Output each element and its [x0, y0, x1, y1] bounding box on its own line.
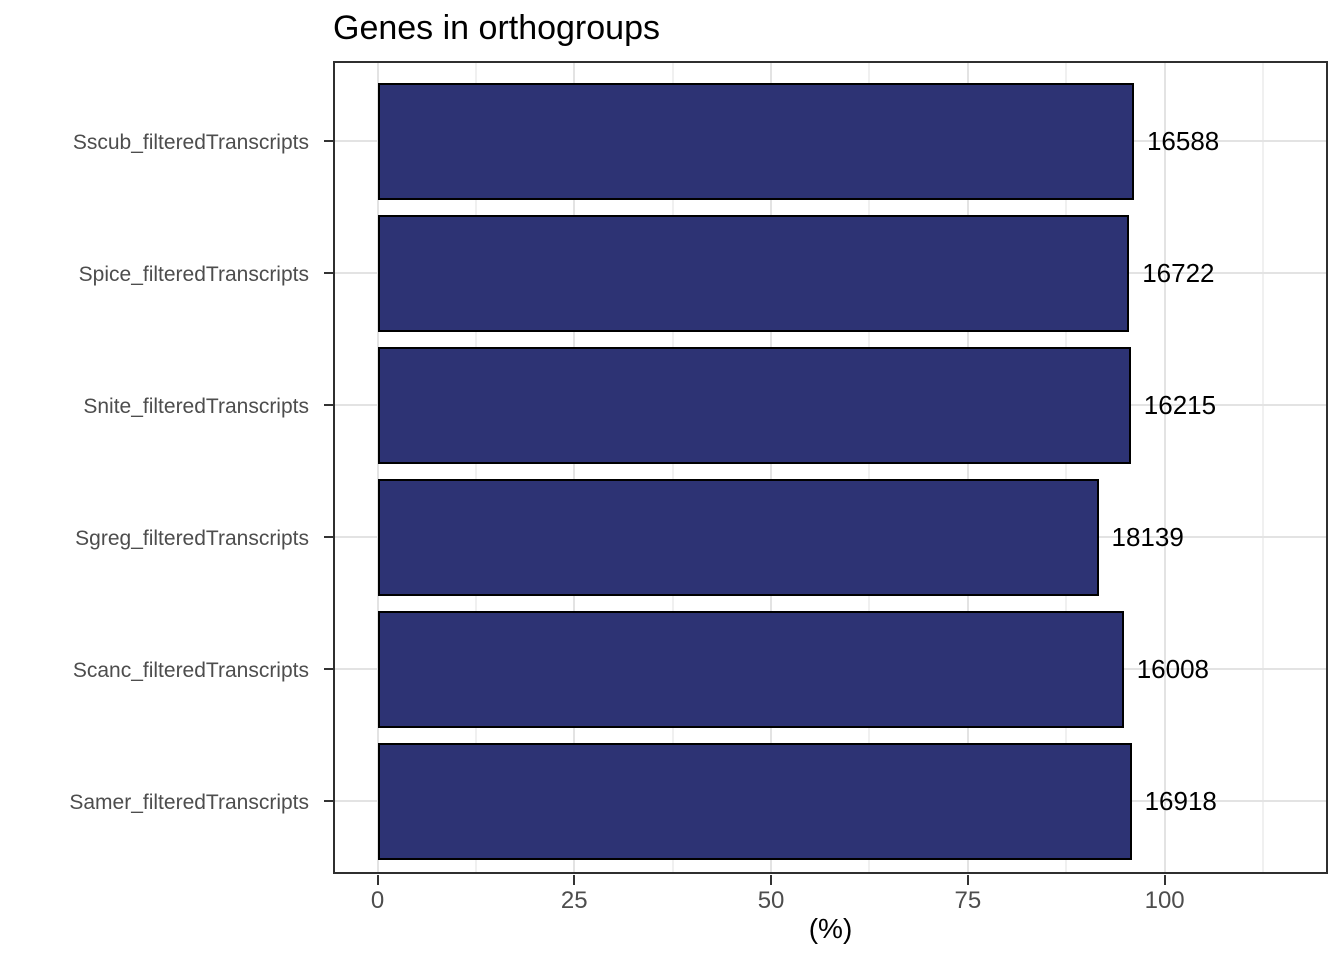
x-axis-title: (%): [808, 913, 853, 944]
y-tick-mark: [324, 800, 333, 802]
x-axis-tick-label: 0: [370, 887, 385, 914]
minor-gridline: [1065, 63, 1068, 872]
bar: [377, 214, 1130, 332]
bar: [377, 742, 1132, 860]
y-axis-label: Scanc_filteredTranscripts: [72, 659, 309, 682]
x-tick-mark: [573, 875, 576, 885]
y-axis-label: Snite_filteredTranscripts: [83, 395, 309, 418]
x-axis-tick-label: 75: [954, 887, 982, 914]
bar: [377, 346, 1131, 464]
y-axis-label: Spice_filteredTranscripts: [78, 263, 309, 286]
bar: [377, 610, 1124, 728]
y-axis: Sscub_filteredTranscripts Spice_filteredT…: [0, 61, 333, 874]
y-axis-label: Samer_filteredTranscripts: [69, 791, 309, 814]
y-tick-mark: [324, 536, 333, 538]
bar-value-label: 16215: [1143, 390, 1217, 420]
bar-value-label: 16588: [1146, 126, 1220, 156]
x-axis: 0 25 50 75 100: [333, 874, 1328, 934]
bar-value-label: 18139: [1111, 522, 1184, 552]
y-axis-label: Sscub_filteredTranscripts: [72, 131, 309, 154]
x-tick-mark: [1163, 875, 1166, 885]
x-axis-tick-label: 50: [757, 887, 785, 914]
major-gridline: [376, 63, 379, 872]
bar: [377, 82, 1134, 200]
y-tick-mark: [324, 404, 333, 406]
y-tick-mark: [324, 140, 333, 142]
chart-title: Genes in orthogroups: [333, 9, 660, 47]
major-gridline: [573, 63, 576, 872]
major-gridline: [770, 63, 773, 872]
y-tick-mark: [324, 272, 333, 274]
x-tick-mark: [966, 875, 969, 885]
x-axis-tick-label: 25: [560, 887, 588, 914]
x-tick-mark: [376, 875, 379, 885]
y-axis-label: Sgreg_filteredTranscripts: [75, 527, 309, 550]
x-axis-tick-label: 100: [1144, 887, 1185, 914]
bar: [377, 478, 1099, 596]
minor-gridline: [474, 63, 477, 872]
minor-gridline: [868, 63, 871, 872]
x-tick-mark: [770, 875, 773, 885]
plot-panel: 16588 16722 16215 18139 16008 16918: [333, 61, 1328, 874]
minor-gridline: [1262, 63, 1265, 872]
y-tick-mark: [324, 668, 333, 670]
minor-gridline: [671, 63, 674, 872]
bar-value-label: 16008: [1136, 654, 1210, 684]
major-gridline: [966, 63, 969, 872]
major-gridline: [1163, 63, 1166, 872]
bar-value-label: 16722: [1142, 258, 1215, 288]
bar-value-label: 16918: [1144, 786, 1217, 816]
